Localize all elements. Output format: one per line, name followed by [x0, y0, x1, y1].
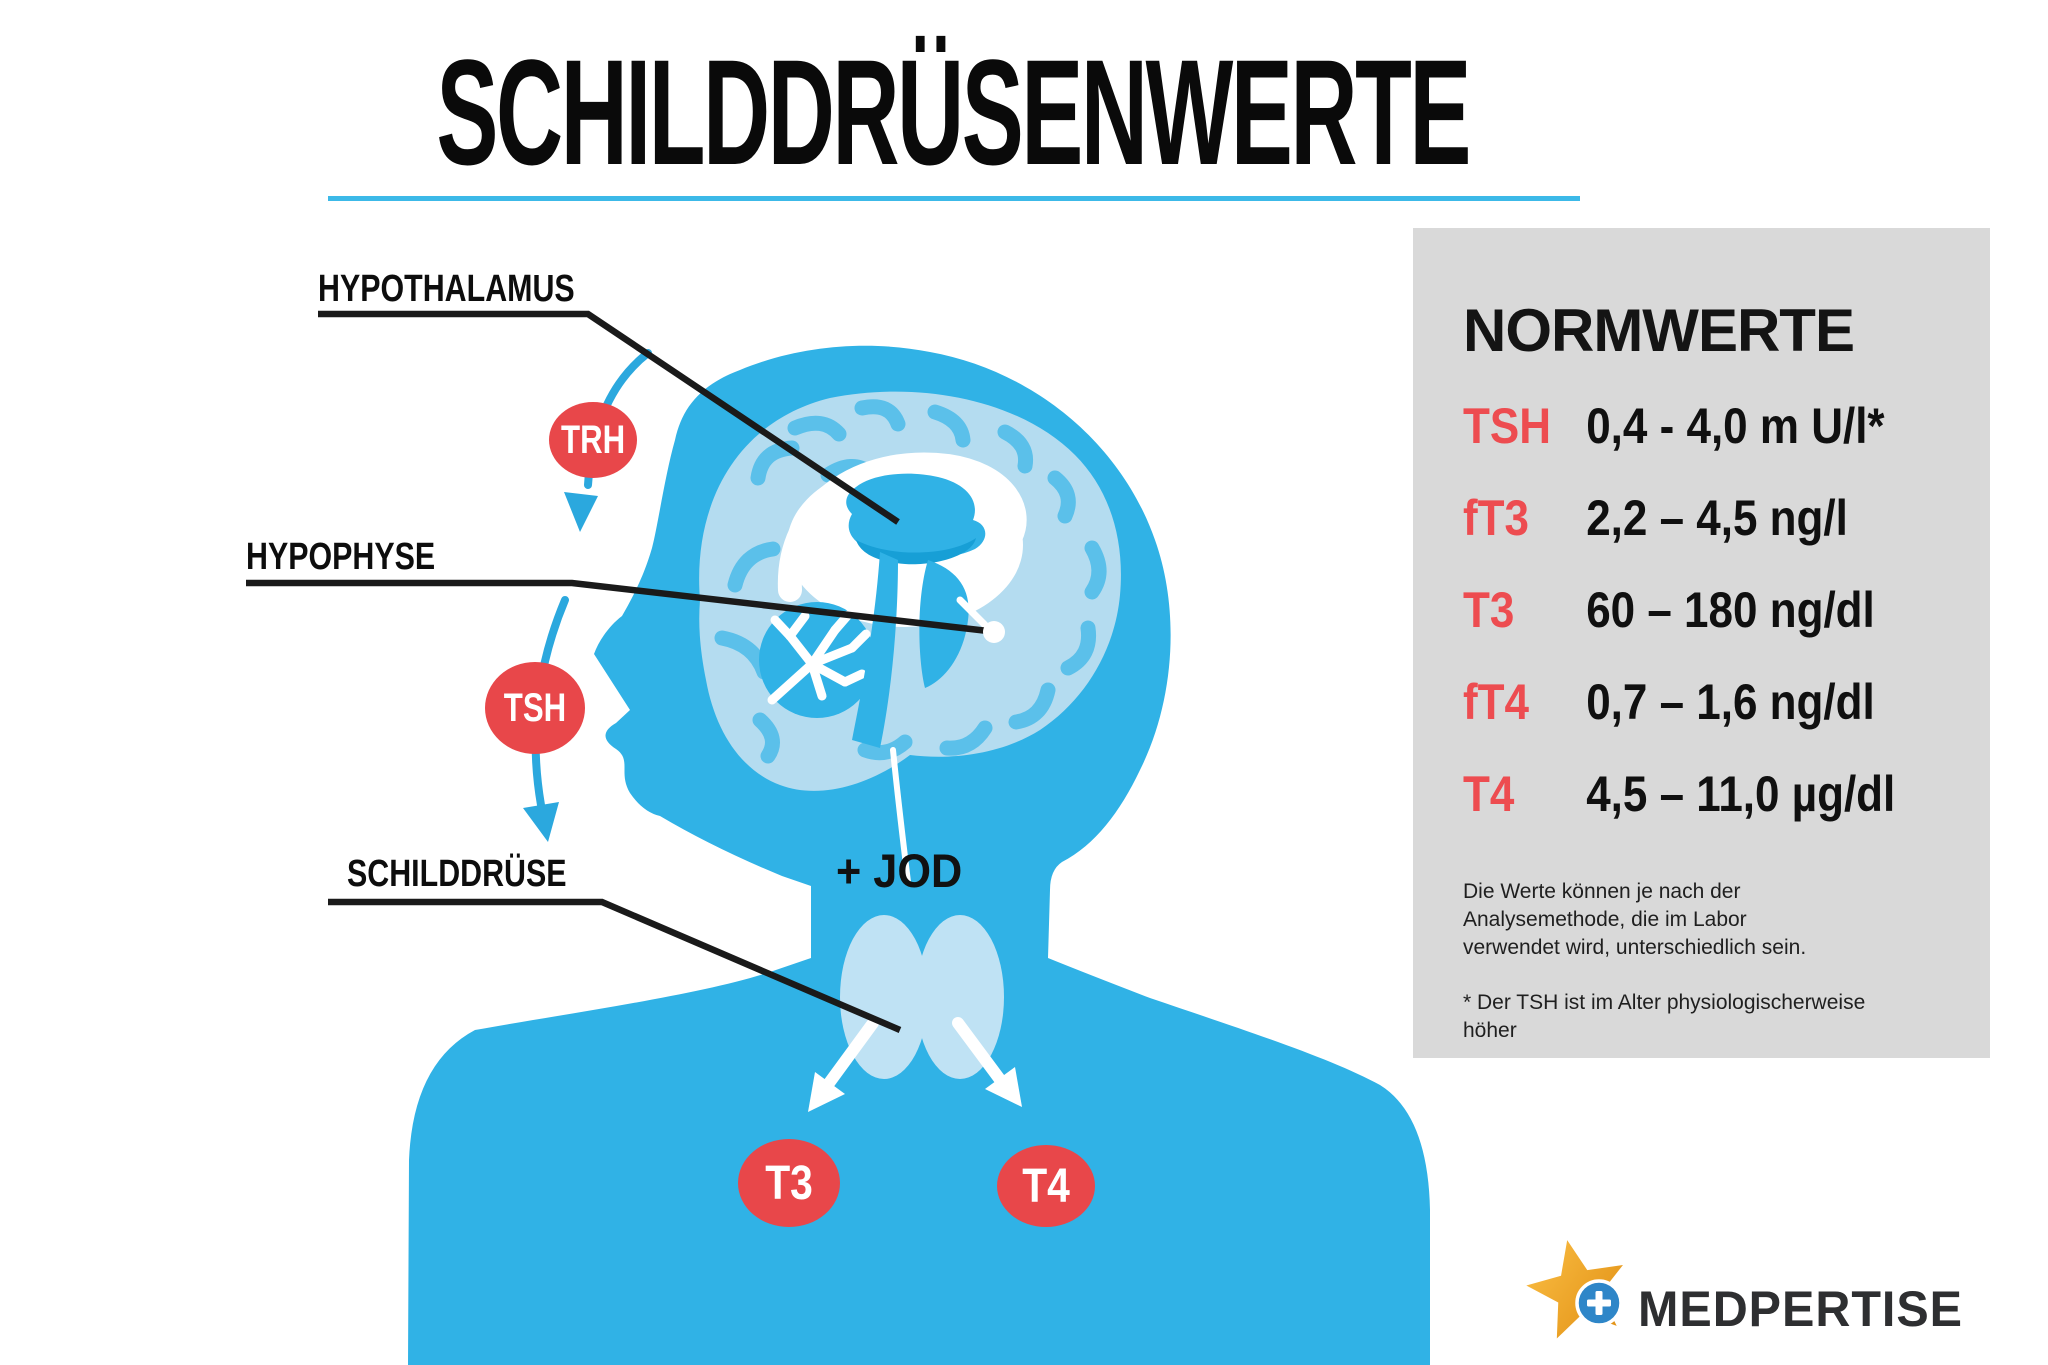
medpertise-logo-text: MEDPERTISE	[1638, 1281, 1964, 1337]
normwerte-heading: NORMWERTE	[1463, 297, 1855, 364]
norm-row-label: T3	[1463, 582, 1515, 638]
badge-tsh: TSH	[485, 662, 585, 754]
pointer-line-hypothalamus	[318, 310, 900, 525]
pointer-lines	[246, 310, 989, 1033]
label-hypothalamus: HYPOTHALAMUS	[318, 268, 575, 310]
normwerte-footnote: * Der TSH ist im Alter physiologischerwe…	[1463, 991, 1866, 1042]
pointer-line-hypophyse	[246, 579, 989, 635]
norm-row-tsh: TSH 0,4 - 4,0 m U/l*	[1463, 398, 1927, 454]
label-jod: + JOD	[836, 844, 963, 897]
normwerte-rows: TSH 0,4 - 4,0 m U/l* fT3 2,2 – 4,5 ng/l T3…	[1463, 398, 1990, 822]
normwerte-note: Die Werte können je nach der Analysemeth…	[1463, 880, 1807, 959]
norm-row-ft3: fT3 2,2 – 4,5 ng/l	[1463, 490, 1927, 546]
corpus-callosum	[777, 452, 1027, 602]
norm-row-value: 4,5 – 11,0 µg/dl	[1586, 766, 1896, 822]
norm-row-label: T4	[1463, 766, 1515, 822]
cerebellum-arbor-vitae	[767, 610, 871, 705]
norm-row-t4: T4 4,5 – 11,0 µg/dl	[1463, 766, 1927, 822]
badge-t3: T3	[738, 1139, 840, 1227]
title-underline	[328, 196, 1580, 201]
thalamus	[846, 473, 986, 559]
label-schilddruese: SCHILDDRÜSE	[347, 853, 567, 895]
norm-row-value: 0,4 - 4,0 m U/l*	[1586, 398, 1885, 454]
norm-row-value: 0,7 – 1,6 ng/dl	[1586, 674, 1875, 730]
pointer-line-schilddruese	[328, 898, 902, 1033]
brainstem	[852, 552, 898, 748]
normwerte-panel: NORMWERTE TSH 0,4 - 4,0 m U/l* fT3 2,2 – 4…	[1413, 228, 1990, 1058]
brain-gyri	[714, 399, 1107, 764]
norm-row-value: 60 – 180 ng/dl	[1586, 582, 1875, 638]
label-hypophyse: HYPOPHYSE	[246, 536, 436, 578]
thyroid-output-arrow-left-icon	[808, 1017, 879, 1112]
body-silhouette	[408, 345, 1430, 1365]
pituitary-stalk	[956, 596, 989, 629]
pituitary-gland	[983, 621, 1005, 643]
medpertise-logo: MEDPERTISE	[1518, 1228, 2038, 1358]
page-title: SCHILDDRÜSENWERTE	[436, 28, 1472, 196]
norm-row-ft4: fT4 0,7 – 1,6 ng/dl	[1463, 674, 1927, 730]
brain-illustration	[699, 391, 1121, 885]
spinal-cord-line	[890, 747, 911, 885]
thyroid-output-arrow-right-icon	[952, 1017, 1022, 1107]
badge-trh: TRH	[549, 402, 637, 478]
norm-row-label: fT3	[1463, 490, 1529, 546]
norm-row-label: fT4	[1463, 674, 1529, 730]
badge-t4: T4	[997, 1145, 1095, 1227]
norm-row-value: 2,2 – 4,5 ng/l	[1586, 490, 1848, 546]
norm-row-label: TSH	[1463, 398, 1551, 454]
norm-row-t3: T3 60 – 180 ng/dl	[1463, 582, 1927, 638]
medpertise-star-icon	[1526, 1240, 1623, 1339]
